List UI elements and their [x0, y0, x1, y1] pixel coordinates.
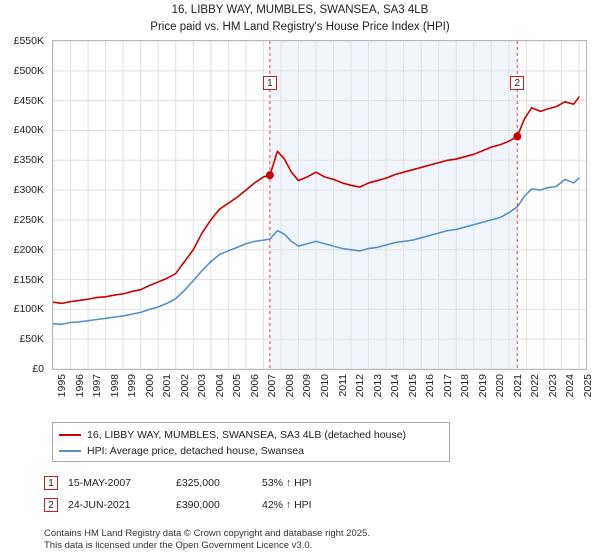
annotation-price-2: £390,000 [176, 499, 220, 511]
x-tick-label: 2023 [546, 374, 559, 398]
legend-item-price-paid: 16, LIBBY WAY, MUMBLES, SWANSEA, SA3 4LB… [59, 427, 443, 443]
x-tick-label: 1998 [108, 374, 121, 398]
x-tick-label: 2008 [283, 374, 296, 398]
annotation-row: 1 15-MAY-2007 £325,000 53% ↑ HPI [44, 472, 444, 494]
x-tick-label: 1997 [91, 374, 104, 398]
x-tick-label: 2021 [511, 374, 524, 398]
y-tick-label: £450K [13, 94, 44, 107]
y-tick-label: £150K [13, 273, 44, 286]
x-tick-label: 2002 [178, 374, 191, 398]
annotation-row: 2 24-JUN-2021 £390,000 42% ↑ HPI [44, 494, 444, 516]
x-axis-labels: 1995 1996 1997 1998 1999 2000 2001 2002 2003 2004… [52, 374, 594, 414]
page-subtitle: Price paid vs. HM Land Registry's House … [150, 21, 450, 33]
legend-label-price-paid: 16, LIBBY WAY, MUMBLES, SWANSEA, SA3 4LB… [87, 429, 407, 441]
y-tick-label: £100K [13, 303, 44, 316]
footer-line-1: Contains HM Land Registry data © Crown c… [44, 528, 370, 539]
annotation-price-1: £325,000 [176, 477, 220, 489]
legend-item-hpi: HPI: Average price, detached house, Swan… [59, 443, 443, 459]
legend-swatch-price-paid [59, 434, 81, 436]
x-tick-label: 2017 [441, 374, 454, 398]
y-tick-label: £50K [19, 333, 44, 346]
annotation-date-1: 15-MAY-2007 [68, 477, 132, 489]
y-tick-label: £500K [13, 64, 44, 77]
x-tick-label: 1995 [56, 374, 68, 398]
annotation-marker-1: 1 [44, 476, 58, 490]
x-tick-label: 2004 [213, 374, 226, 398]
annotation-date-2: 24-JUN-2021 [68, 499, 131, 511]
y-tick-label: £250K [13, 213, 44, 226]
x-tick-label: 2007 [266, 374, 279, 398]
x-tick-label: 2001 [161, 374, 174, 398]
legend-swatch-hpi [59, 450, 81, 452]
footer-line-2: This data is licensed under the Open Gov… [44, 540, 313, 551]
x-tick-label: 2013 [371, 374, 384, 398]
chart-svg [53, 41, 586, 369]
page-title: 16, LIBBY WAY, MUMBLES, SWANSEA, SA3 4LB [171, 4, 429, 16]
chart-sale-marker-2: 2 [510, 76, 525, 90]
chart-legend: 16, LIBBY WAY, MUMBLES, SWANSEA, SA3 4LB… [52, 422, 450, 462]
x-tick-label: 1996 [73, 374, 86, 398]
x-tick-label: 2016 [424, 374, 437, 398]
y-tick-label: £300K [13, 184, 44, 197]
y-tick-label: £400K [13, 124, 44, 137]
x-tick-label: 2003 [196, 374, 209, 398]
x-tick-label: 2011 [336, 374, 349, 397]
legend-label-hpi: HPI: Average price, detached house, Swan… [87, 445, 304, 457]
annotation-hpi-1: 53% ↑ HPI [262, 477, 312, 489]
sale-annotations: 1 15-MAY-2007 £325,000 53% ↑ HPI 2 24-JU… [44, 472, 444, 516]
x-tick-label: 2006 [248, 374, 261, 398]
y-axis-labels: £0 £50K £100K £150K £200K £250K £300K £350K £400… [0, 35, 48, 375]
x-tick-label: 2012 [354, 374, 367, 398]
x-tick-label: 1999 [126, 374, 139, 398]
x-tick-label: 2005 [231, 374, 244, 398]
y-tick-label: £200K [13, 243, 44, 256]
x-tick-label: 2009 [301, 374, 314, 398]
y-tick-label: £550K [13, 35, 44, 47]
x-tick-label: 2015 [406, 374, 419, 398]
annotation-marker-2: 2 [44, 498, 58, 512]
x-tick-label: 2014 [389, 374, 402, 398]
x-tick-label: 2018 [459, 374, 472, 398]
footer-copyright: Contains HM Land Registry data © Crown c… [44, 528, 584, 552]
chart-sale-marker-1: 1 [262, 76, 277, 90]
x-tick-label: 2010 [318, 374, 331, 398]
x-tick-label: 2019 [476, 374, 489, 398]
x-tick-label: 2025 [581, 374, 594, 398]
y-tick-label: £0 [32, 363, 44, 375]
y-tick-label: £350K [13, 154, 44, 167]
x-tick-label: 2020 [494, 374, 507, 398]
x-tick-label: 2000 [143, 374, 156, 398]
x-tick-label: 2024 [564, 374, 577, 398]
annotation-hpi-2: 42% ↑ HPI [262, 499, 312, 511]
x-tick-label: 2022 [529, 374, 542, 398]
